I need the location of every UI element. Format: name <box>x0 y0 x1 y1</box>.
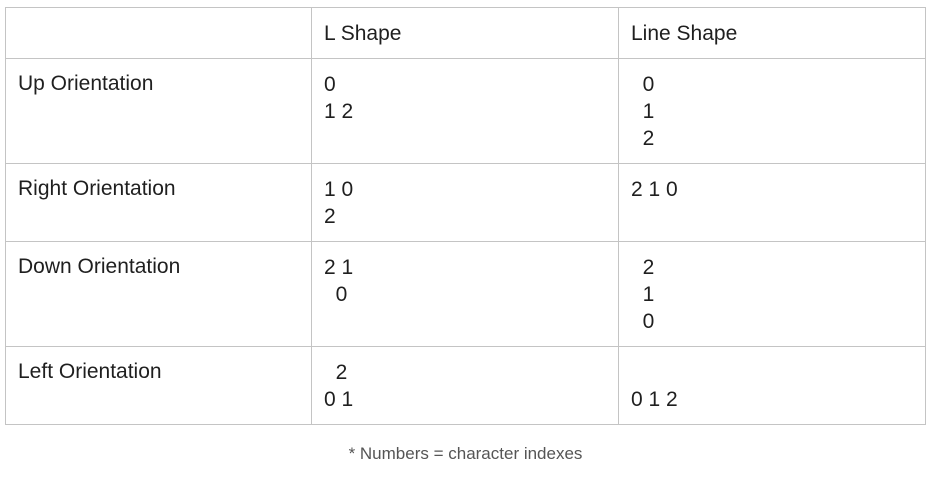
line-shape-right-line-1: 2 1 0 <box>631 178 678 201</box>
l-shape-left-line-2: 0 1 <box>324 388 354 411</box>
line-shape-left-line-2: 0 1 2 <box>631 388 678 411</box>
l-shape-up-line-1: 0 <box>324 73 336 96</box>
l-shape-left-line-1: 2 <box>324 361 348 384</box>
line-shape-down-line-3: 0 <box>631 310 655 333</box>
row-label-up: Up Orientation <box>18 72 154 95</box>
l-shape-right-line-1: 1 0 <box>324 178 354 201</box>
orientation-table: L Shape Line Shape Up Orientation 0 1 2 … <box>5 7 926 425</box>
header-label-line-shape: Line Shape <box>631 22 738 45</box>
row-label-cell: Right Orientation <box>5 163 312 242</box>
row-label-cell: Left Orientation <box>5 346 312 425</box>
row-label-right: Right Orientation <box>18 177 176 200</box>
row-label-cell: Down Orientation <box>5 241 312 347</box>
line-shape-down-line-1: 2 <box>631 256 655 279</box>
row-label-down: Down Orientation <box>18 255 181 278</box>
line-shape-cell-left: 0 1 2 <box>618 346 926 425</box>
l-shape-right-line-2: 2 <box>324 205 336 228</box>
line-shape-left-line-1 <box>631 359 925 386</box>
table-row-left: Left Orientation 2 0 1 0 1 2 <box>5 346 926 425</box>
line-shape-cell-right: 2 1 0 <box>618 163 926 242</box>
l-shape-down-line-1: 2 1 <box>324 256 354 279</box>
line-shape-cell-down: 2 1 0 <box>618 241 926 347</box>
l-shape-down-line-2: 0 <box>324 283 348 306</box>
table-row-right: Right Orientation 1 0 2 2 1 0 <box>5 163 926 242</box>
line-shape-cell-up: 0 1 2 <box>618 58 926 164</box>
l-shape-cell-left: 2 0 1 <box>311 346 619 425</box>
line-shape-up-line-2: 1 <box>631 100 655 123</box>
l-shape-cell-up: 0 1 2 <box>311 58 619 164</box>
header-label-empty <box>6 8 311 20</box>
header-label-l-shape: L Shape <box>324 22 402 45</box>
header-cell-l-shape: L Shape <box>311 7 619 59</box>
table-row-down: Down Orientation 2 1 0 2 1 0 <box>5 241 926 347</box>
header-cell-line-shape: Line Shape <box>618 7 926 59</box>
row-label-left: Left Orientation <box>18 360 162 383</box>
table-row-up: Up Orientation 0 1 2 0 1 2 <box>5 58 926 164</box>
row-label-cell: Up Orientation <box>5 58 312 164</box>
l-shape-cell-down: 2 1 0 <box>311 241 619 347</box>
header-cell-empty <box>5 7 312 59</box>
table-header-row: L Shape Line Shape <box>5 7 926 59</box>
l-shape-up-line-2: 1 2 <box>324 100 354 123</box>
line-shape-down-line-2: 1 <box>631 283 655 306</box>
line-shape-up-line-3: 2 <box>631 127 655 150</box>
l-shape-cell-right: 1 0 2 <box>311 163 619 242</box>
line-shape-up-line-1: 0 <box>631 73 655 96</box>
table-caption: * Numbers = character indexes <box>348 444 583 463</box>
